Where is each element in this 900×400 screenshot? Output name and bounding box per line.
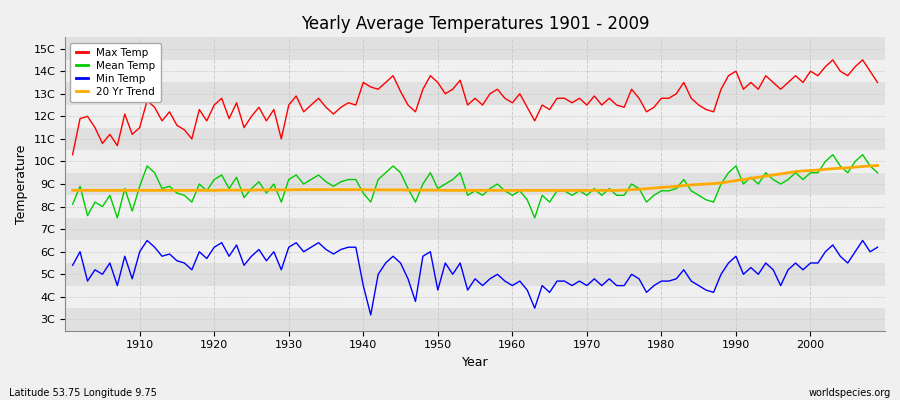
Min Temp	[298, 249, 309, 254]
Legend: Max Temp, Mean Temp, Min Temp, 20 Yr Trend: Max Temp, Mean Temp, Min Temp, 20 Yr Tre…	[70, 42, 161, 102]
Bar	[65, 60, 885, 82]
Mean Temp	[298, 182, 309, 186]
Bar	[65, 173, 885, 195]
Bar	[65, 240, 885, 263]
Mean Temp	[872, 170, 883, 175]
Title: Yearly Average Temperatures 1901 - 2009: Yearly Average Temperatures 1901 - 2009	[301, 15, 649, 33]
Bar	[65, 195, 885, 218]
Min Temp	[872, 245, 883, 250]
Y-axis label: Temperature: Temperature	[15, 144, 28, 224]
Max Temp	[291, 94, 302, 98]
Mean Temp	[604, 186, 615, 191]
20 Yr Trend	[291, 187, 302, 192]
Line: Max Temp: Max Temp	[73, 60, 878, 155]
Max Temp	[500, 96, 510, 101]
Bar	[65, 150, 885, 173]
Max Temp	[507, 100, 517, 105]
Bar	[65, 128, 885, 150]
Min Temp	[127, 276, 138, 281]
20 Yr Trend	[597, 188, 608, 193]
Mean Temp	[112, 216, 122, 220]
Max Temp	[872, 80, 883, 85]
Bar	[65, 105, 885, 128]
20 Yr Trend	[500, 188, 510, 193]
Bar	[65, 82, 885, 105]
Line: 20 Yr Trend: 20 Yr Trend	[73, 166, 878, 190]
Min Temp	[522, 288, 533, 292]
Max Temp	[127, 132, 138, 137]
Bar	[65, 308, 885, 331]
Min Temp	[343, 245, 354, 250]
Mean Temp	[507, 193, 517, 198]
Bar	[65, 286, 885, 308]
Max Temp	[597, 103, 608, 108]
20 Yr Trend	[336, 187, 346, 192]
Mean Temp	[827, 152, 838, 157]
Min Temp	[68, 263, 78, 268]
Bar	[65, 37, 885, 60]
X-axis label: Year: Year	[462, 356, 489, 369]
20 Yr Trend	[127, 188, 138, 193]
Mean Temp	[68, 202, 78, 207]
Bar	[65, 263, 885, 286]
Min Temp	[515, 279, 526, 284]
Text: Latitude 53.75 Longitude 9.75: Latitude 53.75 Longitude 9.75	[9, 388, 157, 398]
Mean Temp	[515, 188, 526, 193]
Max Temp	[68, 152, 78, 157]
Max Temp	[827, 58, 838, 62]
20 Yr Trend	[872, 163, 883, 168]
Mean Temp	[134, 184, 145, 189]
Bar	[65, 218, 885, 240]
Min Temp	[611, 283, 622, 288]
20 Yr Trend	[507, 188, 517, 193]
Min Temp	[365, 312, 376, 317]
Line: Min Temp: Min Temp	[73, 240, 878, 315]
Min Temp	[141, 238, 152, 243]
Text: worldspecies.org: worldspecies.org	[809, 388, 891, 398]
Max Temp	[336, 105, 346, 110]
Mean Temp	[343, 177, 354, 182]
Line: Mean Temp: Mean Temp	[73, 155, 878, 218]
20 Yr Trend	[68, 188, 78, 193]
